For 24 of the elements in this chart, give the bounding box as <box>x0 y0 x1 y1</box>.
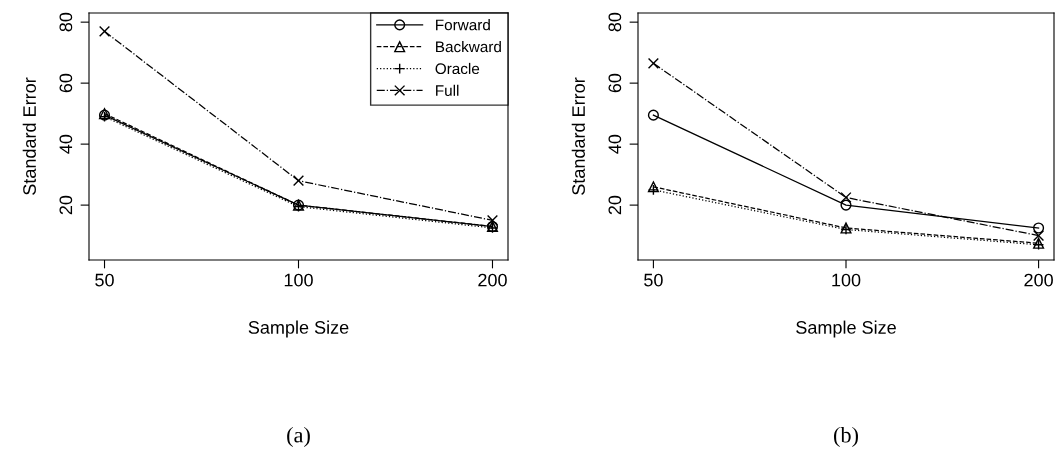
text: (b) <box>834 426 858 448</box>
legend-label: Full <box>436 84 459 96</box>
y-tick-label: 60 <box>608 73 622 93</box>
x-tick-label: 50 <box>95 273 114 287</box>
y-tick-label: 40 <box>608 134 622 154</box>
x-axis-title: Sample Size <box>248 320 349 338</box>
x-axis-title: Sample Size <box>796 320 896 338</box>
legend-label: Backward <box>436 40 501 53</box>
x-tick-label: 100 <box>284 273 313 287</box>
y-tick-label: 40 <box>59 134 73 154</box>
legend-label: Forward <box>436 19 490 31</box>
y-tick-label: 20 <box>59 195 73 215</box>
text: (a) <box>287 426 310 448</box>
x-tick-label: 100 <box>832 273 861 287</box>
y-tick-label: 60 <box>59 73 73 93</box>
y-axis-title: Standard Error <box>22 77 36 195</box>
x-tick-label: 50 <box>644 273 663 287</box>
y-tick-label: 80 <box>608 12 622 32</box>
legend-label: Oracle <box>435 62 480 75</box>
y-tick-label: 20 <box>608 195 622 215</box>
x-tick-label: 200 <box>478 273 507 287</box>
y-axis-title: Standard Error <box>571 77 585 195</box>
y-tick-label: 80 <box>59 12 73 32</box>
x-tick-label: 200 <box>1024 273 1053 287</box>
